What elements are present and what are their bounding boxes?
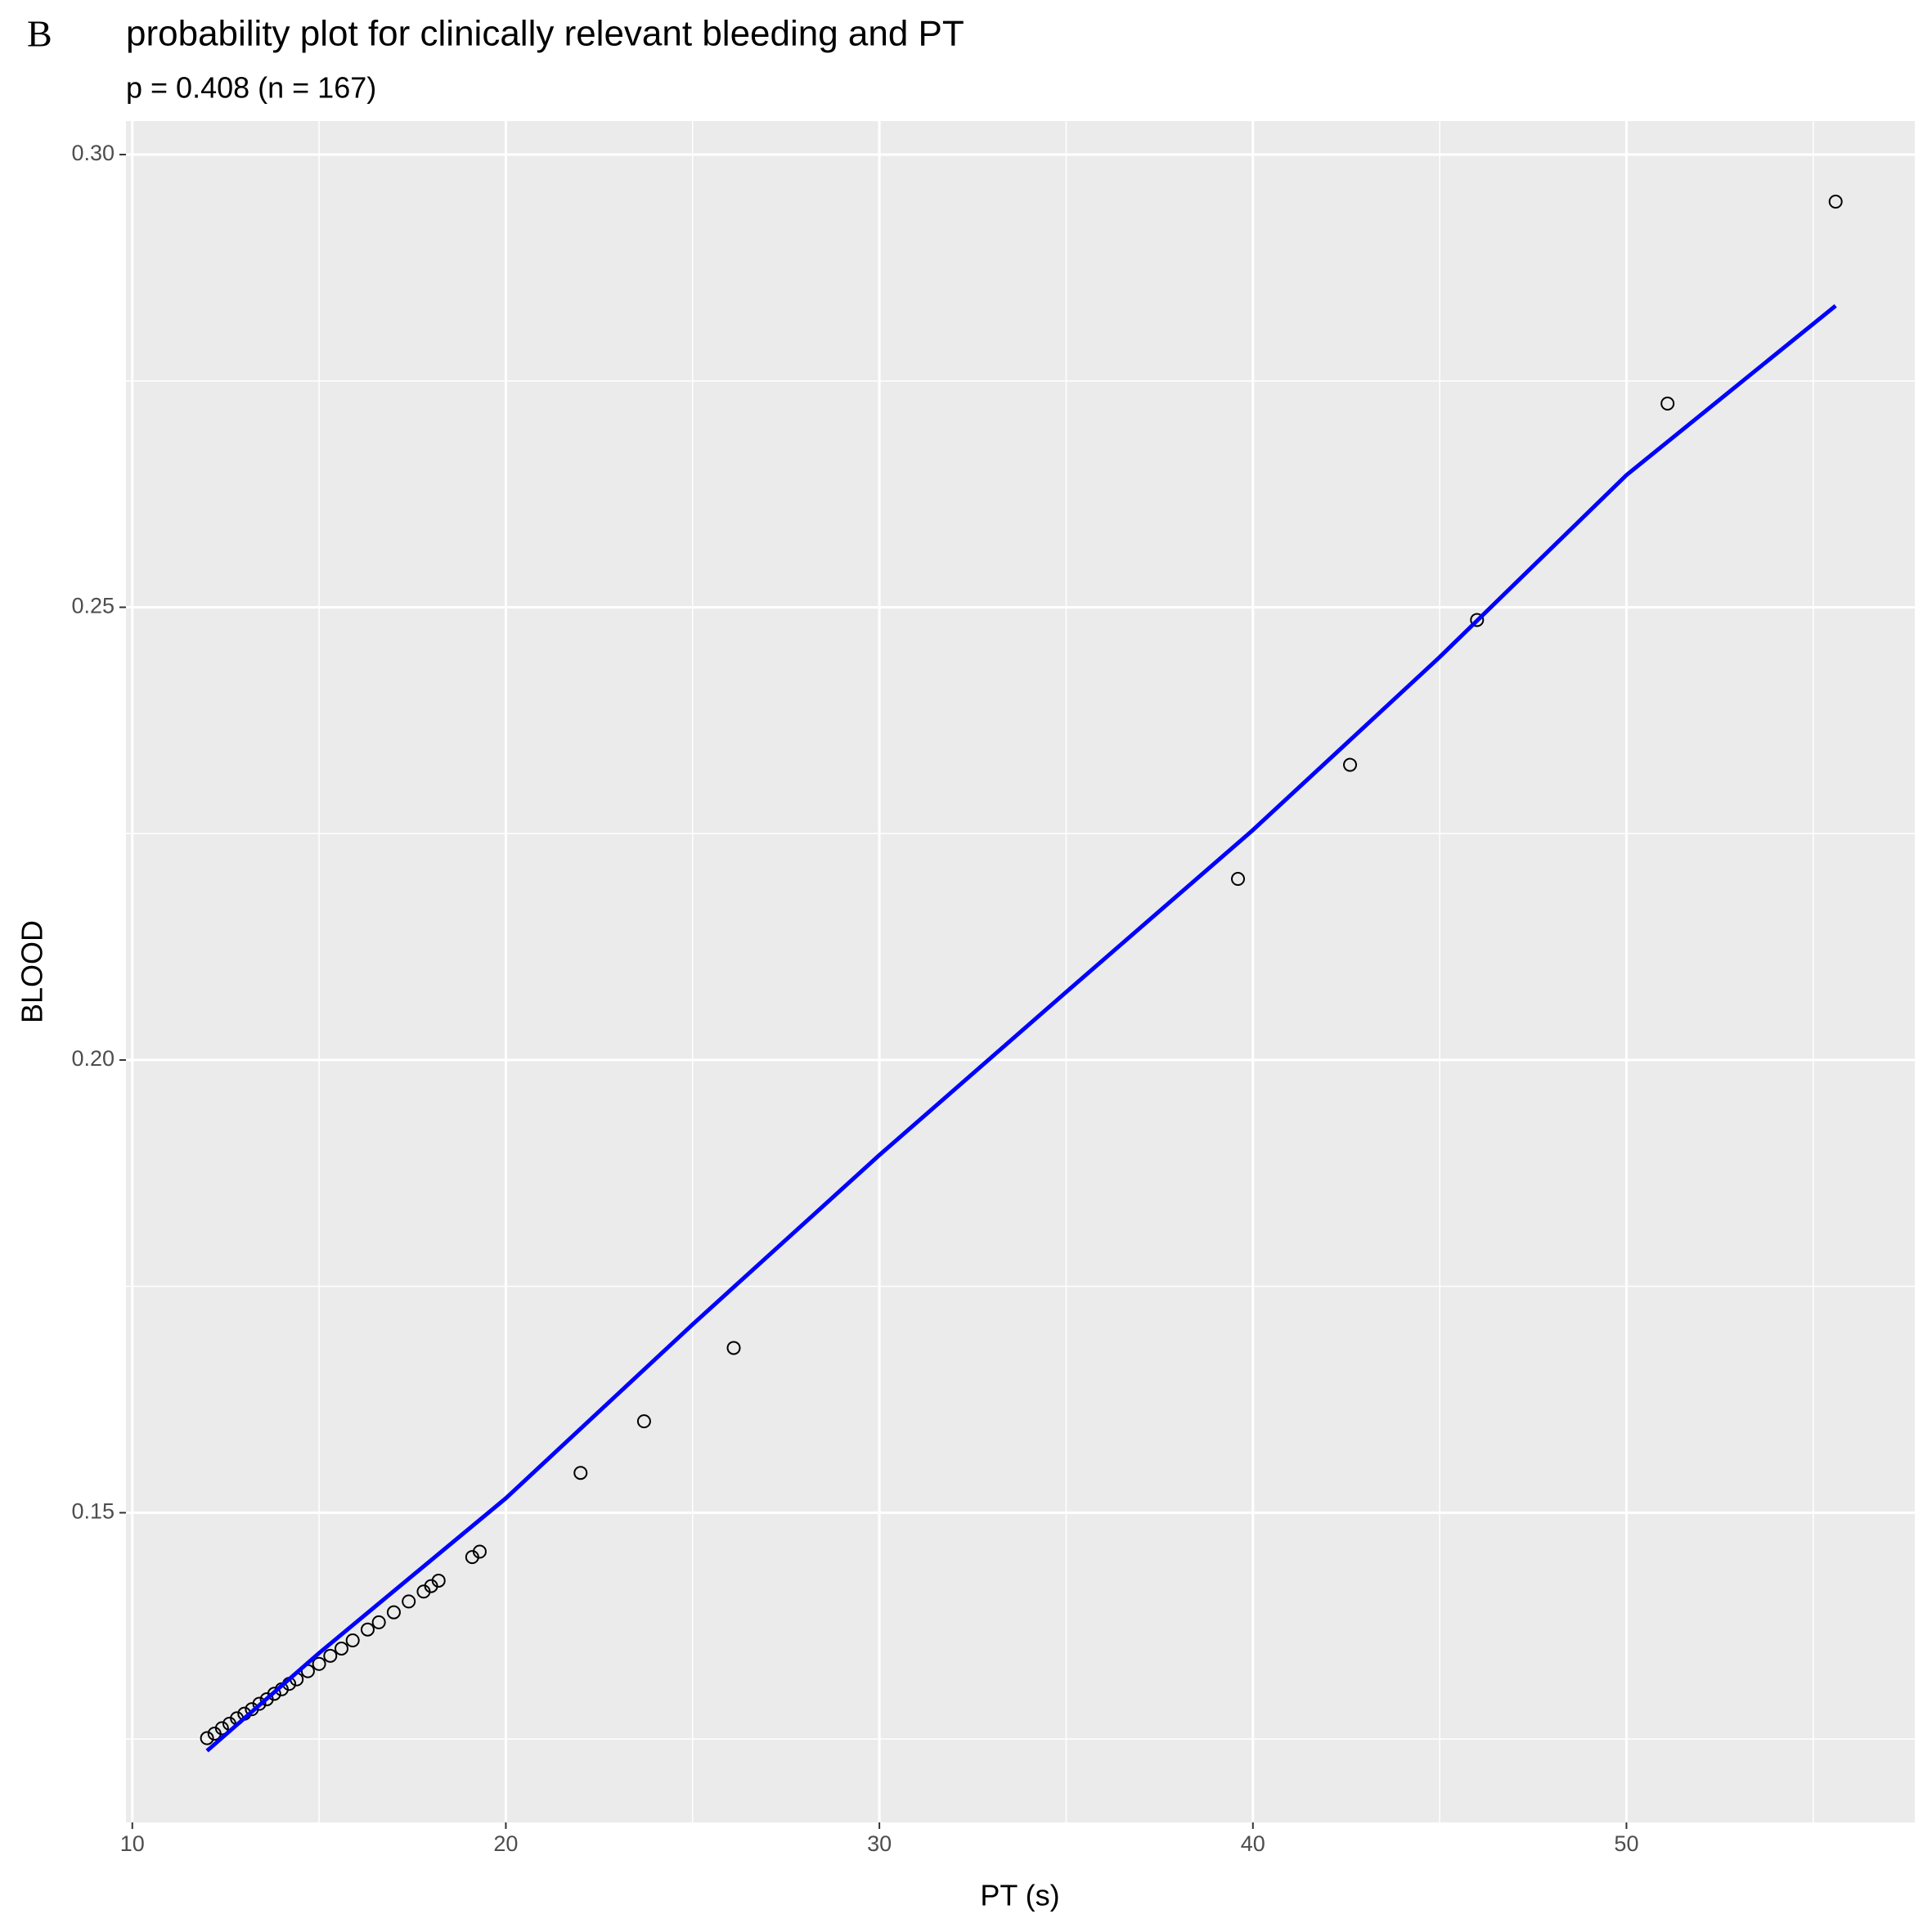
x-axis-label: PT (s)	[980, 1879, 1059, 1912]
data-point	[573, 1466, 588, 1480]
data-point	[1660, 396, 1675, 411]
x-tick-label: 20	[493, 1831, 518, 1856]
y-axis-label: BLOOD	[16, 920, 49, 1023]
data-point	[402, 1594, 416, 1609]
data-point	[1828, 195, 1843, 209]
y-tick-label: 0.30	[71, 141, 115, 165]
data-point	[636, 1414, 651, 1429]
data-point	[1343, 757, 1358, 772]
x-tick-label: 30	[867, 1831, 892, 1856]
data-point	[312, 1656, 326, 1671]
data-point	[360, 1622, 375, 1637]
data-point	[200, 1731, 214, 1746]
x-tick-label: 40	[1241, 1831, 1265, 1856]
data-point	[334, 1641, 348, 1656]
y-tick-label: 0.15	[71, 1499, 115, 1524]
data-point	[1231, 872, 1246, 887]
data-point	[267, 1687, 281, 1701]
chart-title: probability plot for clinically relevant…	[126, 14, 964, 54]
data-point	[386, 1605, 401, 1620]
data-point	[214, 1721, 229, 1736]
data-point	[726, 1341, 741, 1355]
data-point	[431, 1573, 446, 1588]
x-tick-label: 10	[120, 1831, 145, 1856]
y-tick-label: 0.25	[71, 594, 115, 618]
data-point	[371, 1615, 386, 1629]
y-tick-label: 0.20	[71, 1046, 115, 1071]
fit-line	[205, 303, 1837, 1753]
data-point	[1470, 613, 1485, 627]
plot-panel	[126, 121, 1915, 1822]
data-point	[345, 1633, 360, 1647]
chart-subtitle: p = 0.408 (n = 167)	[126, 71, 376, 105]
panel-label: B	[27, 13, 52, 55]
x-tick-label: 50	[1614, 1831, 1638, 1856]
data-point	[252, 1696, 267, 1711]
data-point	[323, 1648, 338, 1663]
data-point	[472, 1544, 487, 1559]
